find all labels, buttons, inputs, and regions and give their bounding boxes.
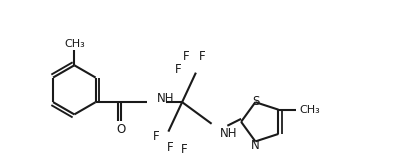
Text: NH: NH (157, 92, 174, 105)
Text: F: F (153, 130, 160, 143)
Text: CH₃: CH₃ (64, 39, 85, 49)
Text: F: F (181, 143, 187, 156)
Text: F: F (167, 141, 173, 154)
Text: CH₃: CH₃ (299, 105, 320, 115)
Text: F: F (175, 63, 181, 76)
Text: NH: NH (220, 127, 237, 140)
Text: S: S (253, 95, 260, 108)
Text: F: F (199, 50, 205, 63)
Text: N: N (251, 139, 260, 152)
Text: O: O (116, 123, 126, 136)
Text: F: F (183, 50, 189, 63)
